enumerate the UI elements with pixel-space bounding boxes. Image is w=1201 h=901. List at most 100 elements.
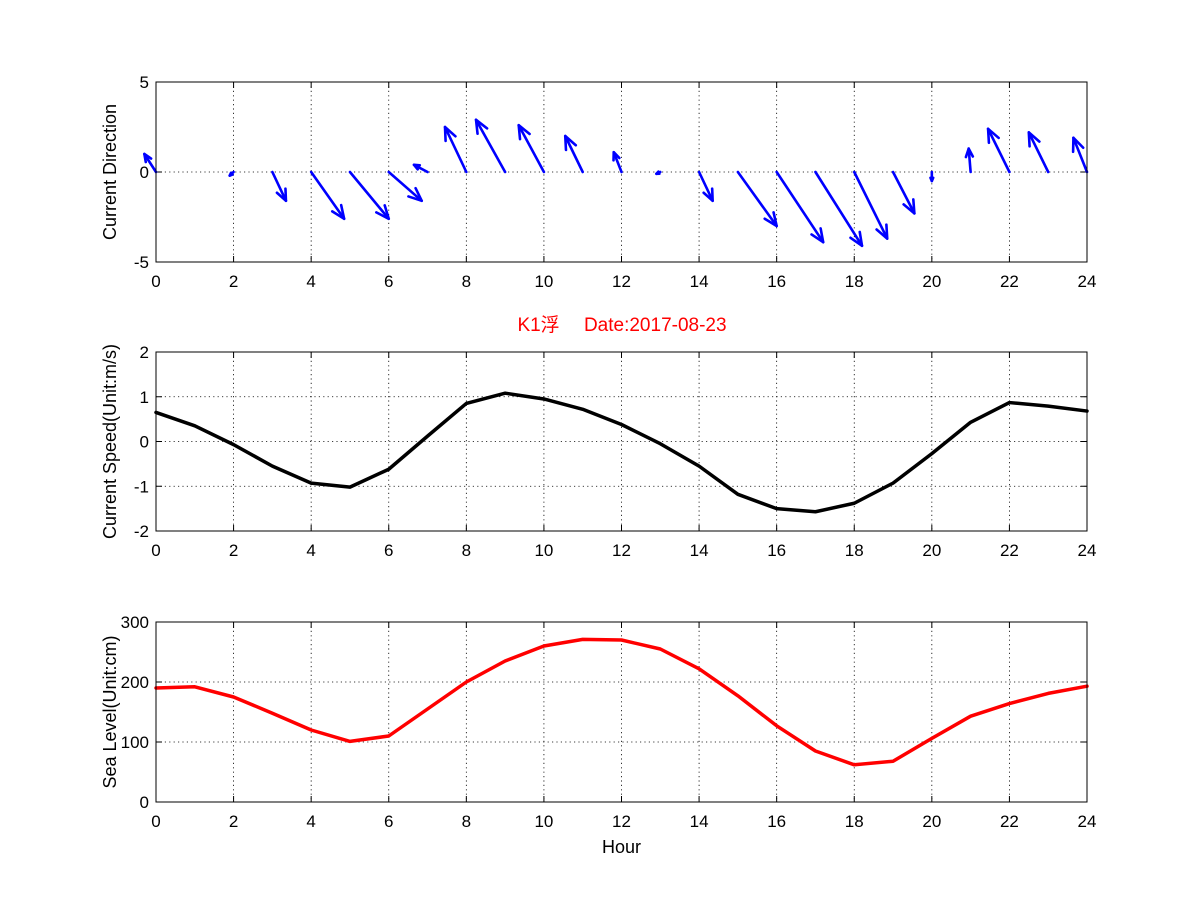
arrow-head (763, 211, 778, 228)
data-point (232, 443, 235, 446)
quiver-arrow (697, 170, 714, 203)
y-tick-label: 0 (140, 793, 149, 812)
x-tick-label: 18 (845, 272, 864, 291)
arrow-head (702, 187, 714, 203)
data-point (309, 728, 313, 732)
data-point (775, 507, 778, 510)
data-point (542, 397, 546, 401)
arrow-head (1027, 131, 1041, 148)
x-tick-label: 18 (845, 541, 864, 560)
x-tick-label: 8 (462, 812, 471, 831)
arrow-head (330, 203, 346, 221)
x-tick-label: 24 (1078, 812, 1097, 831)
quiver-arrow (517, 123, 546, 174)
arrow-head (655, 170, 661, 176)
y-tick-label: 2 (140, 343, 149, 362)
arrow-head (517, 123, 531, 141)
arrow-head (849, 230, 864, 248)
arrow-shaft (1072, 136, 1089, 174)
x-axis-label: Hour (602, 837, 641, 857)
x-tick-label: 2 (229, 541, 238, 560)
quiver-arrow (387, 170, 424, 203)
data-point (697, 464, 701, 468)
y-axis-label: Current Direction (100, 104, 120, 240)
y-axis-label: Sea Level(Unit:cm) (100, 635, 120, 788)
x-tick-label: 0 (151, 812, 160, 831)
x-tick-label: 16 (767, 812, 786, 831)
plot-frame (155, 351, 1088, 532)
quiver-arrow (775, 170, 825, 244)
arrow-head (902, 198, 916, 215)
arrow-shaft (814, 170, 864, 248)
data-point (891, 481, 895, 485)
chart-title: K1浮 Date:2017-08-23 (517, 314, 726, 336)
x-tick-label: 8 (462, 541, 471, 560)
x-tick-label: 14 (690, 272, 709, 291)
arrow-shaft (967, 147, 972, 174)
data-point (814, 510, 817, 513)
plot-frame (155, 621, 1088, 803)
data-point (581, 408, 584, 411)
data-point (271, 712, 274, 715)
x-tick-label: 6 (384, 272, 393, 291)
arrow-head (929, 176, 935, 183)
x-tick-label: 14 (690, 541, 709, 560)
quiver-arrow (612, 150, 623, 174)
y-tick-label: 100 (121, 733, 149, 752)
quiver-arrow (1071, 136, 1089, 174)
data-point (853, 763, 856, 766)
arrow-head (563, 134, 578, 152)
arrow-shaft (986, 127, 1011, 174)
quiver-arrow (655, 170, 662, 176)
x-tick-label: 20 (922, 812, 941, 831)
quiver-arrow (309, 170, 346, 221)
arrow-shaft (387, 170, 424, 203)
arrow-head (375, 204, 391, 221)
y-tick-label: 0 (140, 433, 149, 452)
x-tick-label: 12 (612, 812, 631, 831)
data-point (930, 452, 934, 455)
plot-frame (155, 81, 1088, 263)
arrow-head (474, 118, 489, 136)
y-tick-label: 300 (121, 613, 149, 632)
data-point (309, 481, 313, 485)
quiver-arrow (964, 147, 975, 174)
data-point (620, 638, 623, 642)
arrow-head (275, 187, 288, 203)
x-tick-label: 8 (462, 272, 471, 291)
arrow-shaft (1027, 131, 1050, 174)
y-tick-label: -5 (134, 253, 149, 272)
quiver-arrow (736, 170, 778, 228)
data-point (930, 737, 934, 740)
y-tick-label: 200 (121, 673, 149, 692)
data-point (1047, 692, 1050, 695)
arrow-head (986, 127, 1000, 145)
arrow-head (1071, 136, 1085, 154)
x-tick-label: 18 (845, 812, 864, 831)
arrow-shaft (697, 170, 714, 203)
data-point (465, 402, 468, 405)
quiver-arrow (929, 170, 935, 183)
data-point (853, 502, 856, 505)
data-point (387, 734, 390, 738)
quiver-arrow (271, 170, 288, 203)
data-point (348, 740, 352, 743)
data-point (426, 434, 429, 438)
x-tick-label: 14 (690, 812, 709, 831)
arrow-shaft (736, 170, 778, 228)
data-point (348, 485, 352, 489)
data-point (503, 391, 507, 395)
data-point (659, 442, 662, 445)
data-point (387, 468, 390, 471)
y-tick-label: -2 (134, 522, 149, 541)
x-tick-label: 4 (306, 541, 315, 560)
arrow-shaft (517, 123, 546, 174)
quiver-arrow (474, 118, 507, 174)
arrow-shaft (443, 125, 468, 174)
data-point (426, 707, 429, 711)
y-tick-label: 1 (140, 388, 149, 407)
arrow-shaft (474, 118, 507, 174)
quiver-arrow (563, 134, 585, 174)
